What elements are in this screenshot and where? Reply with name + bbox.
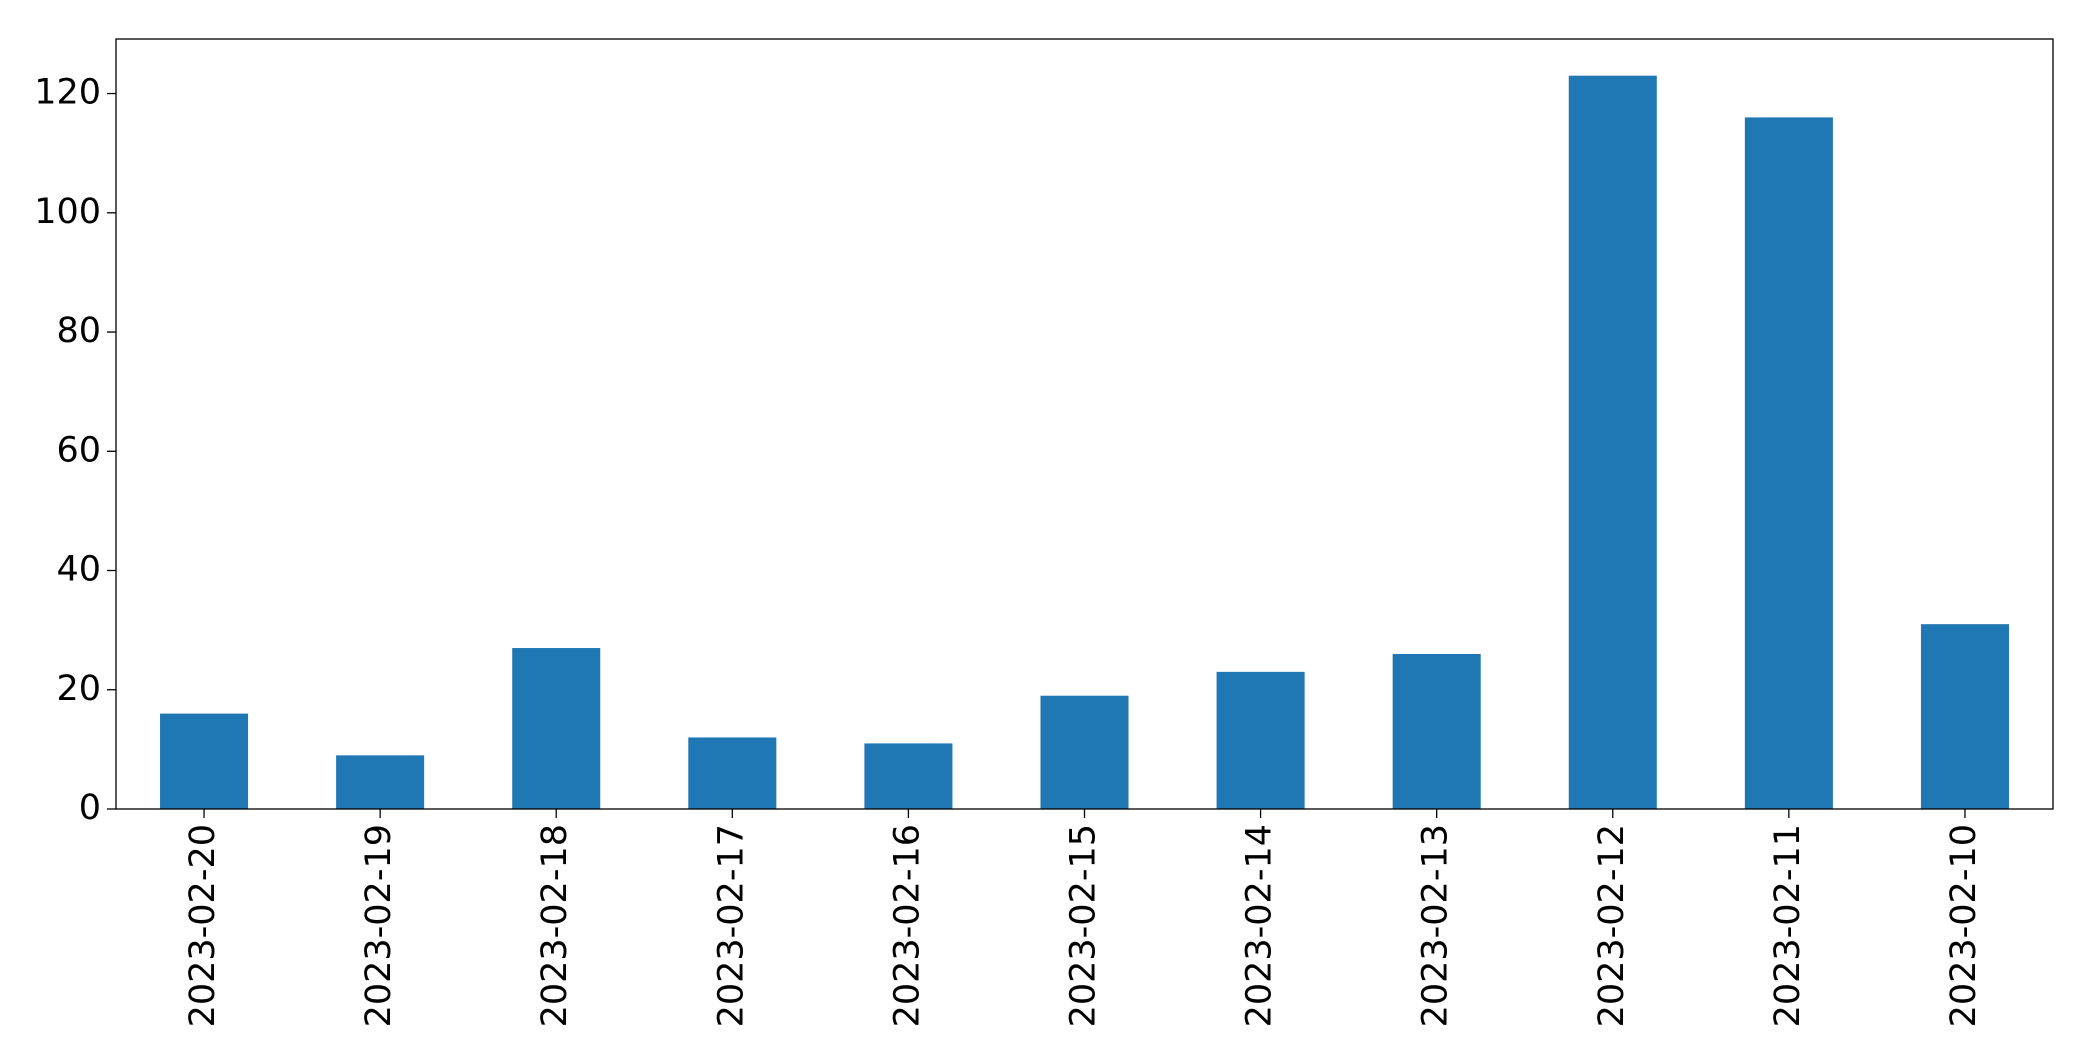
y-tick-label: 100 xyxy=(34,192,101,232)
x-tick-label: 2023-02-18 xyxy=(535,824,575,1027)
y-tick-label: 40 xyxy=(56,550,101,590)
x-tick-label: 2023-02-11 xyxy=(1768,824,1808,1027)
x-tick-label: 2023-02-19 xyxy=(359,824,399,1027)
x-tick-label: 2023-02-20 xyxy=(183,824,223,1027)
bar xyxy=(512,648,601,809)
y-tick-label: 80 xyxy=(56,311,101,351)
bar xyxy=(160,713,249,809)
bar xyxy=(336,755,425,809)
x-tick-label: 2023-02-16 xyxy=(887,824,927,1027)
y-tick-label: 120 xyxy=(34,73,101,113)
y-tick-label: 60 xyxy=(56,430,101,470)
bar xyxy=(1568,75,1657,809)
x-tick-label: 2023-02-17 xyxy=(711,824,751,1027)
x-tick-label: 2023-02-10 xyxy=(1944,824,1984,1027)
bar xyxy=(1920,624,2009,809)
y-tick-label: 0 xyxy=(79,788,101,828)
y-tick-label: 20 xyxy=(56,669,101,709)
x-tick-label: 2023-02-12 xyxy=(1592,824,1632,1027)
x-tick-label: 2023-02-14 xyxy=(1240,824,1280,1027)
plot-frame xyxy=(115,38,2054,810)
bar xyxy=(1040,695,1129,809)
bar xyxy=(1392,653,1481,809)
x-tick-label: 2023-02-13 xyxy=(1416,824,1456,1027)
bar xyxy=(1216,671,1305,809)
bar xyxy=(864,743,953,809)
bar xyxy=(688,737,777,809)
x-tick-label: 2023-02-15 xyxy=(1064,824,1104,1027)
bar xyxy=(1744,117,1833,810)
